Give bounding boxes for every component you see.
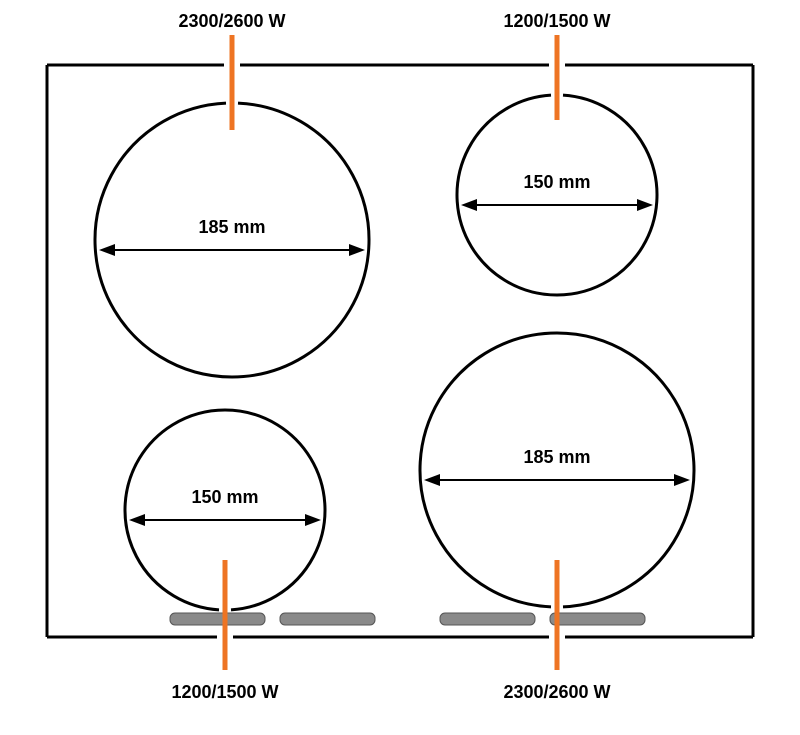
canvas-bg [0,0,800,735]
diameter-label: 185 mm [198,217,265,237]
control-panel-segment [170,613,265,625]
control-panel-segment [440,613,535,625]
hob-diagram: 185 mm 2300/2600 W 150 mm 1200/1500 W 150 mm… [0,0,800,735]
control-panel-segment [280,613,375,625]
wattage-label: 2300/2600 W [178,11,285,31]
diameter-label: 185 mm [523,447,590,467]
diameter-label: 150 mm [523,172,590,192]
wattage-label: 1200/1500 W [171,682,278,702]
wattage-label: 1200/1500 W [503,11,610,31]
diameter-label: 150 mm [191,487,258,507]
control-panel-segment [550,613,645,625]
wattage-label: 2300/2600 W [503,682,610,702]
